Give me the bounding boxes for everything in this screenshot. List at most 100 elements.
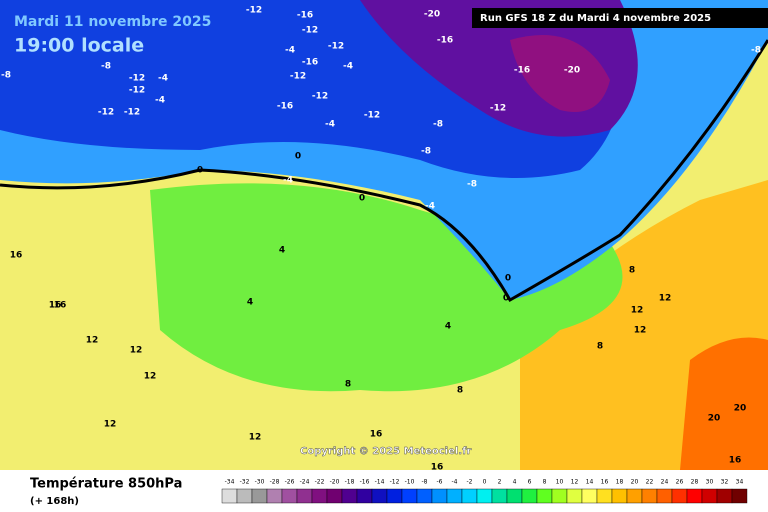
isotherm-label: -4 <box>285 46 295 56</box>
scale-swatch <box>266 488 283 504</box>
copyright: Copyright © 2025 Meteociel.fr <box>300 446 471 457</box>
scale-label: 32 <box>721 479 729 486</box>
isotherm-label: -12 <box>129 74 145 84</box>
isotherm-label: -20 <box>424 10 440 20</box>
scale-swatch <box>296 488 313 504</box>
scale-label: 6 <box>528 479 532 486</box>
isotherm-label: -12 <box>312 92 328 102</box>
isotherm-label: -12 <box>246 6 262 16</box>
scale-swatch <box>671 488 688 504</box>
isotherm-label: 12 <box>631 306 644 316</box>
map-background <box>0 0 768 470</box>
scale-label: 30 <box>706 479 714 486</box>
isotherm-label: 12 <box>249 433 262 443</box>
scale-swatch <box>461 488 478 504</box>
scale-swatch <box>716 488 733 504</box>
isotherm-label: 0 <box>359 194 365 204</box>
isotherm-label: 8 <box>629 266 635 276</box>
scale-swatch <box>476 488 493 504</box>
isotherm-label: -16 <box>514 66 530 76</box>
scale-label: -28 <box>270 479 280 486</box>
scale-label: -10 <box>405 479 415 486</box>
isotherm-label: -4 <box>425 202 435 212</box>
map-time: 19:00 locale <box>14 35 144 57</box>
scale-label: 4 <box>513 479 517 486</box>
scale-label: -34 <box>225 479 235 486</box>
scale-swatch <box>416 488 433 504</box>
isotherm-label: -16 <box>302 58 318 68</box>
isotherm-label: 0 <box>503 294 509 304</box>
scale-swatch <box>401 488 418 504</box>
scale-swatch <box>491 488 508 504</box>
legend-lead: (+ 168h) <box>30 496 79 507</box>
isotherm-label: -4 <box>158 74 168 84</box>
scale-swatch <box>311 488 328 504</box>
isotherm-label: 16 <box>54 301 67 311</box>
scale-swatch <box>581 488 598 504</box>
scale-label: -26 <box>285 479 295 486</box>
scale-swatch <box>701 488 718 504</box>
scale-swatch <box>431 488 448 504</box>
isotherm-label: 12 <box>144 372 157 382</box>
scale-label: -20 <box>330 479 340 486</box>
isotherm-label: -12 <box>98 108 114 118</box>
isotherm-label: -4 <box>343 62 353 72</box>
isotherm-label: -12 <box>490 104 506 114</box>
isotherm-label: -8 <box>1 71 11 81</box>
isotherm-label: 4 <box>445 322 451 332</box>
scale-swatch <box>536 488 553 504</box>
isotherm-label: -8 <box>421 147 431 157</box>
isotherm-label: -8 <box>433 120 443 130</box>
isotherm-label: 12 <box>659 294 672 304</box>
scale-swatch <box>446 488 463 504</box>
scale-swatch <box>356 488 373 504</box>
scale-swatch <box>611 488 628 504</box>
scale-swatch <box>656 488 673 504</box>
isotherm-label: -12 <box>302 26 318 36</box>
legend-title: Température 850hPa <box>30 477 182 492</box>
scale-swatch <box>221 488 238 504</box>
isotherm-label: -8 <box>101 62 111 72</box>
scale-swatch <box>236 488 253 504</box>
scale-label: 28 <box>691 479 699 486</box>
isotherm-label: -12 <box>364 111 380 121</box>
scale-label: -12 <box>390 479 400 486</box>
scale-swatch <box>521 488 538 504</box>
isotherm-label: -8 <box>751 46 761 56</box>
scale-swatch <box>566 488 583 504</box>
scale-label: 16 <box>601 479 609 486</box>
scale-label: -4 <box>452 479 458 486</box>
isotherm-label: 12 <box>130 346 143 356</box>
scale-swatch <box>326 488 343 504</box>
run-info: Run GFS 18 Z du Mardi 4 novembre 2025 <box>480 13 711 24</box>
isotherm-label: -4 <box>325 120 335 130</box>
scale-label: 2 <box>498 479 502 486</box>
scale-swatch <box>386 488 403 504</box>
scale-label: -14 <box>375 479 385 486</box>
isotherm-label: 4 <box>247 298 253 308</box>
scale-swatch <box>641 488 658 504</box>
scale-label: 0 <box>483 479 487 486</box>
isotherm-label: 0 <box>505 274 511 284</box>
isotherm-label: 16 <box>431 463 444 473</box>
scale-label: 24 <box>661 479 669 486</box>
isotherm-label: 8 <box>597 342 603 352</box>
scale-label: 22 <box>646 479 654 486</box>
isotherm-label: 8 <box>345 380 351 390</box>
isotherm-label: 0 <box>197 166 203 176</box>
isotherm-label: -12 <box>290 72 306 82</box>
isotherm-label: 12 <box>104 420 117 430</box>
scale-label: 20 <box>631 479 639 486</box>
isotherm-label: -16 <box>297 11 313 21</box>
isotherm-label: 16 <box>49 301 62 311</box>
scale-label: -30 <box>255 479 265 486</box>
isotherm-label: -20 <box>564 66 580 76</box>
isotherm-label: 16 <box>10 251 23 261</box>
isotherm-label: -12 <box>328 42 344 52</box>
scale-label: 26 <box>676 479 684 486</box>
scale-label: -8 <box>422 479 428 486</box>
scale-label: 8 <box>543 479 547 486</box>
scale-label: 18 <box>616 479 624 486</box>
isotherm-label: -12 <box>124 108 140 118</box>
scale-swatch <box>626 488 643 504</box>
